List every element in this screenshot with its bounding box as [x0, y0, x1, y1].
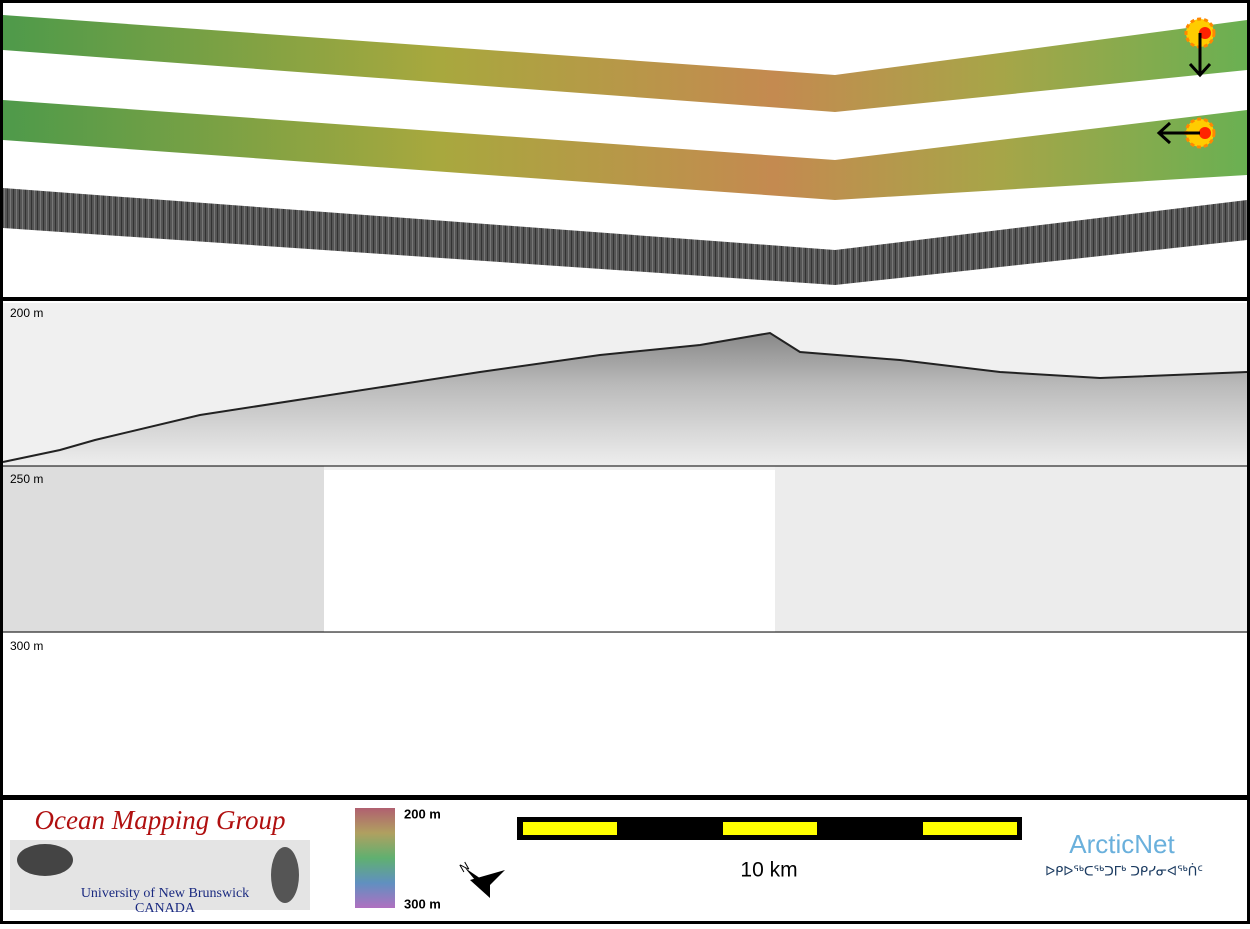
scale-bar: [517, 817, 1022, 840]
partner-name: ArcticNet: [1069, 829, 1175, 859]
seafloor: [2, 331, 1248, 463]
sediment-deep: [3, 466, 324, 632]
colorbar-label: 200 m: [404, 806, 441, 821]
sun-icon: [1184, 17, 1216, 78]
sediment-deep: [775, 466, 1247, 632]
depth-label: 300 m: [10, 639, 43, 653]
logo-title: Ocean Mapping Group: [35, 805, 286, 835]
logo-university: University of New Brunswick: [81, 886, 249, 901]
swath-strip: [3, 100, 1247, 200]
depth-label: 250 m: [10, 472, 43, 486]
logo-shape: [17, 844, 73, 876]
colorbar-label: 300 m: [404, 896, 441, 911]
partner-subtitle: ᐅᑭᐅᖅᑕᖅᑐᒥᒃ ᑐᑭᓯᓂᐊᖅᑏᑦ: [1045, 863, 1203, 880]
logo-shape: [271, 847, 299, 903]
scale-label: 10 km: [740, 859, 797, 882]
sediment: [3, 333, 1247, 466]
logo-country: CANADA: [135, 901, 196, 916]
backscatter-strip: [3, 188, 1247, 285]
sun-icon: [1156, 117, 1216, 149]
colorbar: [355, 808, 395, 908]
no-data: [324, 470, 775, 632]
depth-label: 200 m: [10, 306, 43, 320]
swath-strip: [3, 15, 1247, 112]
